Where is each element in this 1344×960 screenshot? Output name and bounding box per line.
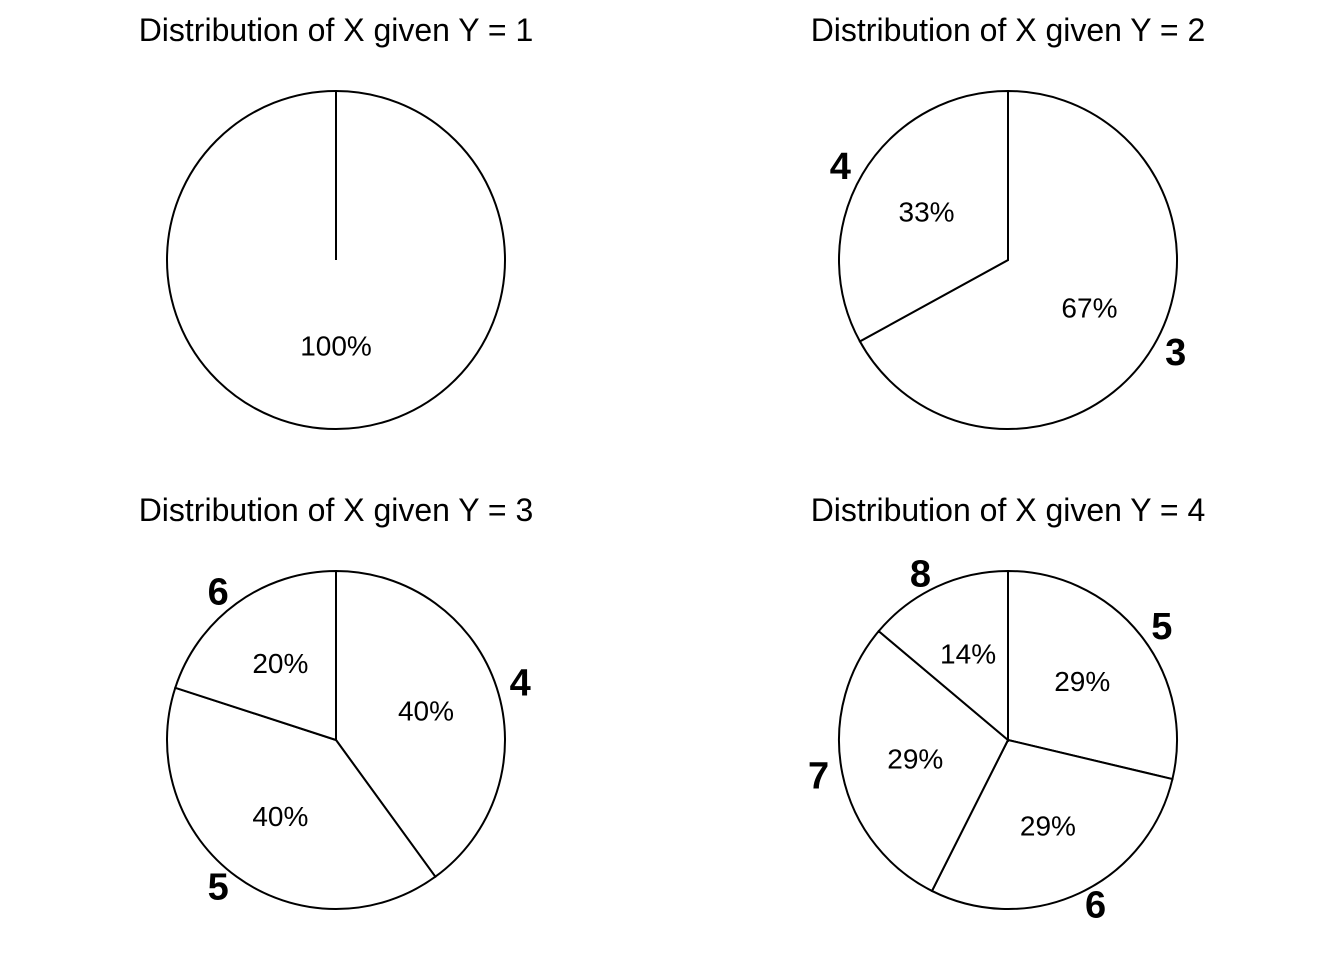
slice-percent-label: 100%: [300, 331, 372, 362]
pie-panel-y1: Distribution of X given Y = 1 100%: [0, 0, 672, 480]
slice-percent-label: 40%: [398, 695, 454, 726]
pie-chart-y4: 29% 5 29% 6 29% 7 14% 8: [808, 554, 1178, 926]
pie-panel-y2: Distribution of X given Y = 2 67% 3 33% 4: [672, 0, 1344, 480]
slice-category-label: 4: [510, 663, 531, 705]
pie-slice: [838, 629, 1010, 893]
chart-title: Distribution of X given Y = 1: [138, 12, 534, 48]
slice-category-label: 6: [208, 571, 229, 613]
pie-slice: [1007, 569, 1178, 781]
slice-category-label: 5: [1151, 606, 1172, 648]
pie-slice: [838, 89, 1009, 343]
pie-chart-y3: 40% 4 40% 5 20% 6: [165, 569, 531, 911]
pie-slice: [858, 89, 1178, 430]
slice-percent-label: 29%: [887, 744, 943, 775]
pie-chart-y1: 100%: [166, 90, 506, 430]
chart-title: Distribution of X given Y = 3: [138, 492, 534, 528]
slice-percent-label: 29%: [1020, 810, 1076, 841]
slice-category-label: 6: [1085, 884, 1106, 926]
slice-category-label: 3: [1165, 332, 1186, 374]
slice-category-label: 7: [808, 756, 829, 798]
pie-panel-y4: Distribution of X given Y = 4 29% 5 29% 6 29…: [672, 480, 1344, 960]
slice-category-label: 4: [830, 146, 851, 188]
slice-percent-label: 33%: [899, 196, 955, 227]
pie-slice: [930, 738, 1174, 910]
pie-slice: [165, 686, 437, 911]
slice-category-label: 5: [208, 867, 229, 909]
slice-category-label: 8: [910, 554, 931, 596]
slice-percent-label: 20%: [252, 648, 308, 679]
chart-title: Distribution of X given Y = 4: [810, 492, 1206, 528]
slice-percent-label: 29%: [1054, 666, 1110, 697]
pie-panel-y3: Distribution of X given Y = 3 40% 4 40% 5 20…: [0, 480, 672, 960]
slice-percent-label: 67%: [1061, 293, 1117, 324]
pie-slice: [335, 569, 506, 879]
pie-chart-y2: 67% 3 33% 4: [830, 89, 1186, 430]
pie-slice: [174, 569, 337, 742]
chart-title: Distribution of X given Y = 2: [810, 12, 1206, 48]
pie-slice: [877, 569, 1009, 743]
slice-percent-label: 40%: [252, 801, 308, 832]
slice-percent-label: 14%: [940, 639, 996, 670]
